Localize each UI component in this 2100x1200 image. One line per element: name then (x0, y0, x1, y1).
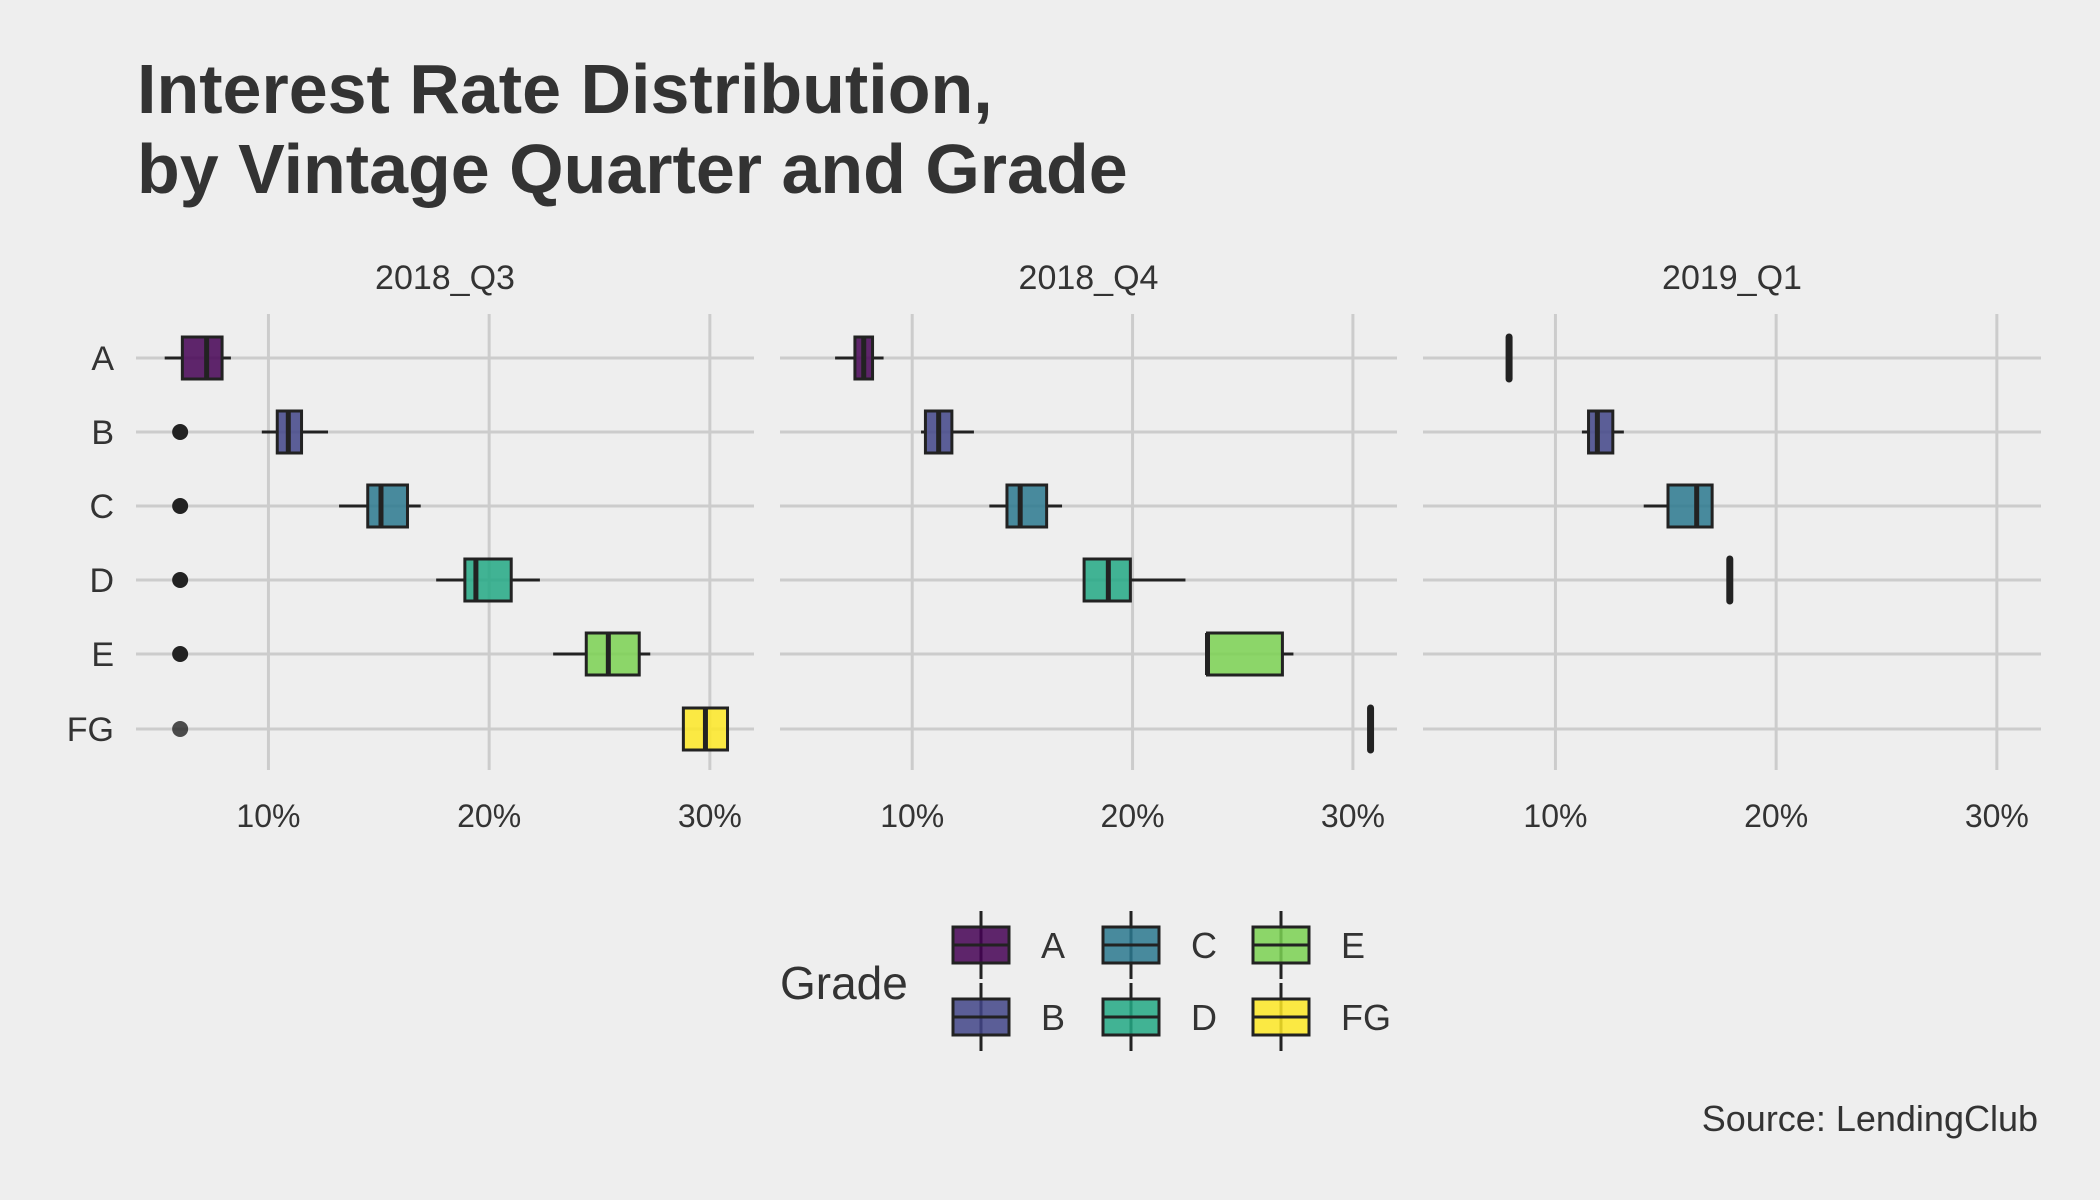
facet-strip-label: 2019_Q1 (1662, 259, 1802, 297)
boxplot-2018_Q3-FG (172, 706, 730, 752)
legend-item-B: B (951, 983, 1065, 1051)
x-tick-label: 30% (678, 798, 742, 834)
boxplot-2019_Q1-B (1581, 409, 1624, 455)
outlier-point (172, 646, 189, 662)
box-iqr (366, 483, 409, 529)
facet-panel-2018_Q4: 2018_Q4 10% 20% 30% (780, 259, 1397, 834)
legend-items: AB CD E FG (951, 911, 1391, 1051)
boxplot-2018_Q4-E (1204, 631, 1294, 677)
legend-label: FG (1341, 997, 1391, 1038)
outlier-point (172, 498, 189, 514)
y-tick-label-FG: FG (67, 711, 114, 749)
boxplot-2018_Q3-C (172, 483, 421, 529)
legend-item-A: A (951, 911, 1065, 979)
legend: Grade AB CD E FG (780, 911, 1391, 1051)
box-iqr (584, 631, 641, 677)
x-tick-label: 30% (1965, 798, 2029, 834)
y-tick-label-A: A (91, 340, 114, 378)
box-iqr (180, 335, 224, 381)
outlier-point (172, 424, 189, 440)
boxplot-2018_Q3-D (172, 557, 540, 603)
box-iqr (463, 557, 513, 603)
legend-item-FG: FG (1251, 983, 1391, 1051)
facet-strip-label: 2018_Q4 (1019, 259, 1159, 297)
facet-panel-2018_Q3: 2018_Q3 10% 20% 30% (136, 259, 754, 834)
boxplot-2018_Q4-A (835, 335, 884, 381)
y-tick-label-B: B (91, 414, 114, 452)
box-iqr (1587, 409, 1615, 455)
legend-item-D: D (1101, 983, 1217, 1051)
x-tick-label: 20% (1101, 798, 1165, 834)
legend-item-C: C (1101, 911, 1217, 979)
boxplot-2018_Q3-B (172, 409, 329, 455)
facet-panels: 2018_Q3 10% 20% 30% 2018_Q4 10% 20% 30% 2019_Q1 1… (136, 259, 2041, 834)
legend-label: B (1041, 997, 1065, 1038)
x-tick-label: 10% (236, 798, 300, 834)
legend-label: E (1341, 925, 1365, 966)
facet-strip-label: 2018_Q3 (375, 259, 515, 297)
boxplot-2018_Q3-A (164, 335, 231, 381)
legend-label: C (1191, 925, 1217, 966)
legend-label: A (1041, 925, 1065, 966)
x-tick-label: 30% (1321, 798, 1385, 834)
x-tick-label: 10% (1523, 798, 1587, 834)
outlier-point (172, 721, 189, 737)
boxplot-2018_Q4-D (1082, 557, 1186, 603)
x-tick-label: 20% (1744, 798, 1808, 834)
legend-label: D (1191, 997, 1217, 1038)
chart-title-line-2: by Vintage Quarter and Grade (137, 130, 1128, 208)
box-iqr (1005, 483, 1049, 529)
chart-caption: Source: LendingClub (1702, 1098, 2038, 1139)
box-iqr (1205, 631, 1284, 677)
boxplot-2019_Q1-C (1643, 483, 1714, 529)
legend-title: Grade (780, 957, 908, 1009)
y-tick-label-E: E (91, 636, 114, 674)
legend-item-E: E (1251, 911, 1365, 979)
boxplot-2018_Q4-B (921, 409, 974, 455)
box-iqr (1666, 483, 1714, 529)
x-tick-label: 20% (457, 798, 521, 834)
facet-panel-2019_Q1: 2019_Q1 10% 20% 30% (1423, 259, 2041, 834)
boxplot-2018_Q4-C (989, 483, 1063, 529)
y-tick-label-C: C (89, 488, 114, 526)
chart-title-line-1: Interest Rate Distribution, (137, 50, 993, 128)
boxplot-2018_Q3-E (172, 631, 651, 677)
y-tick-label-D: D (89, 562, 114, 600)
x-tick-label: 10% (880, 798, 944, 834)
outlier-point (172, 572, 189, 588)
